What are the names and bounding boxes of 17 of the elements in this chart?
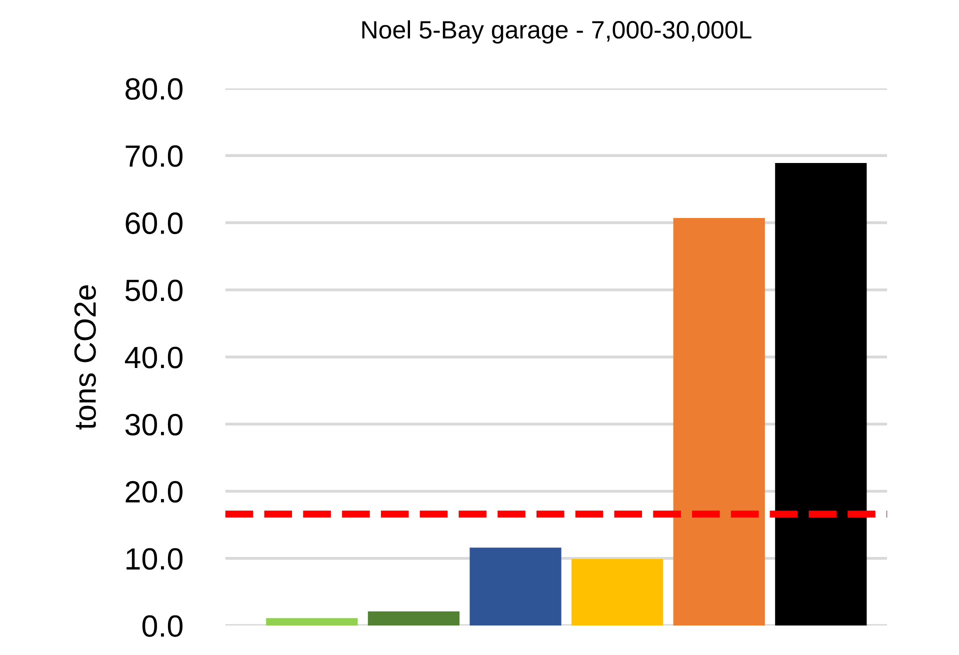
y-tick-label: 20.0 — [126, 480, 183, 503]
bar — [470, 548, 562, 626]
y-tick-label: 70.0 — [126, 145, 183, 167]
y-axis-title: tons CO2e — [74, 285, 96, 430]
y-tick-label: 40.0 — [124, 346, 183, 368]
y-tick-label: 50.0 — [125, 280, 183, 302]
bar — [571, 559, 664, 626]
chart-title: Noel 5-Bay garage - 7,000-30,000L — [362, 20, 752, 44]
bar — [775, 162, 867, 626]
y-tick-label: 30.0 — [125, 414, 183, 436]
bar — [368, 611, 460, 626]
y-tick-label: 80.0 — [126, 78, 183, 100]
bar — [673, 218, 765, 626]
y-tick-label: 60.0 — [126, 212, 183, 234]
y-tick-label: 10.0 — [126, 548, 183, 570]
y-tick-label: 0.0 — [142, 615, 183, 637]
bar — [266, 618, 358, 626]
